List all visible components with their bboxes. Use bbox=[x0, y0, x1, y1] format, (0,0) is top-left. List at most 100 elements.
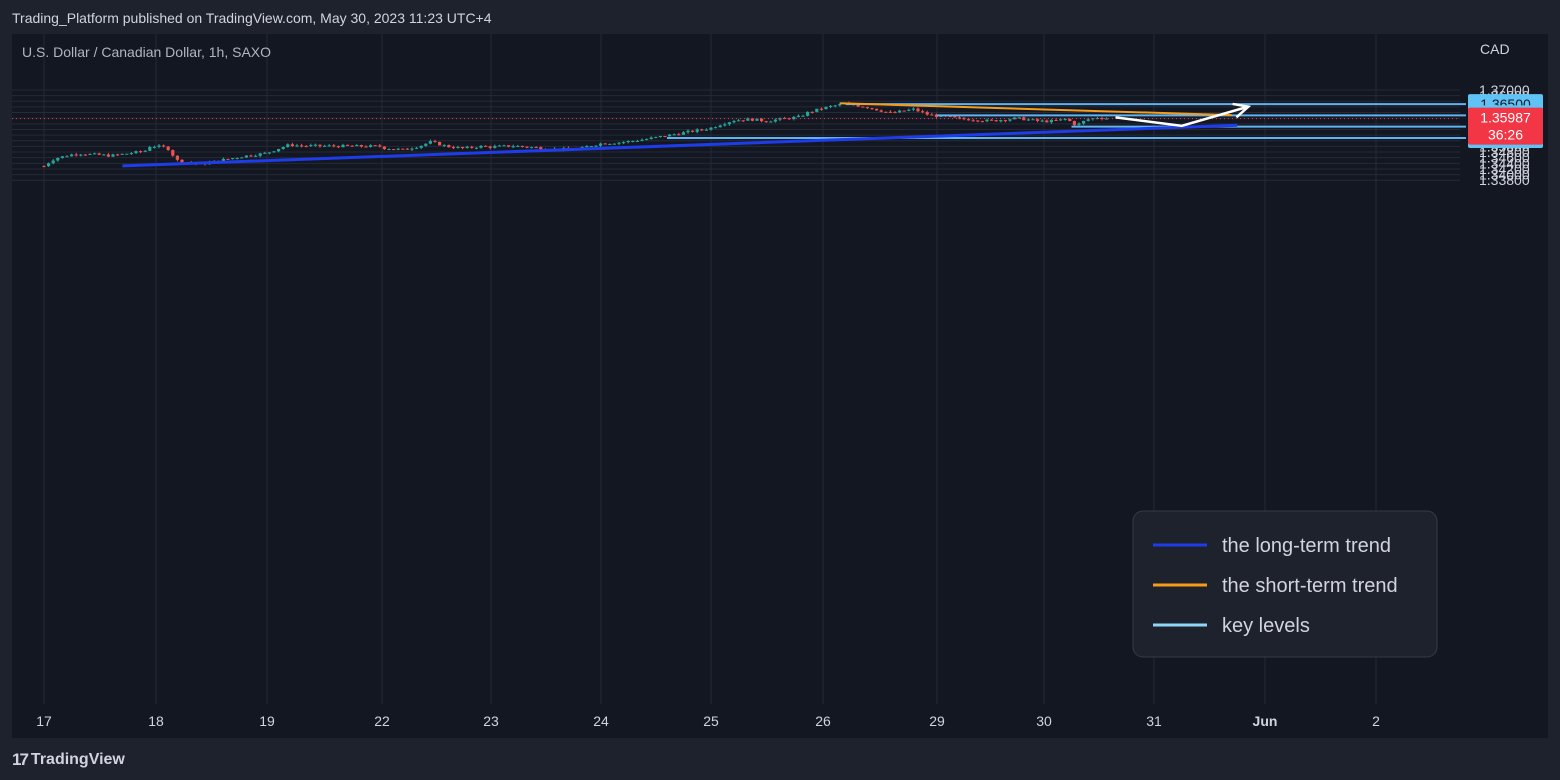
candle-body bbox=[585, 146, 589, 148]
candle-body bbox=[235, 157, 239, 159]
candle-body bbox=[833, 105, 837, 107]
candle-body bbox=[171, 150, 175, 156]
candle-body bbox=[497, 145, 501, 147]
candle-body bbox=[267, 152, 271, 154]
candle-body bbox=[773, 119, 777, 122]
candle-body bbox=[1100, 118, 1104, 120]
candle-body bbox=[732, 121, 736, 123]
candle-body bbox=[304, 145, 308, 147]
legend-label: the short-term trend bbox=[1222, 575, 1398, 597]
candle-body bbox=[879, 110, 883, 112]
candle-body bbox=[792, 116, 796, 120]
candle-body bbox=[525, 146, 529, 148]
tradingview-icon: 17 bbox=[12, 750, 29, 769]
candle-body bbox=[622, 142, 626, 144]
candle-body bbox=[530, 147, 534, 149]
candle-body bbox=[157, 145, 161, 147]
candle-body bbox=[373, 145, 377, 147]
candle-body bbox=[272, 151, 276, 153]
candle-body bbox=[1040, 120, 1044, 122]
candle-body bbox=[1054, 120, 1058, 122]
candle-countdown: 36:26 bbox=[1488, 127, 1523, 143]
candle-body bbox=[884, 111, 888, 113]
candle-body bbox=[258, 153, 262, 156]
candle-body bbox=[134, 151, 138, 154]
candle-body bbox=[465, 146, 469, 149]
candle-body bbox=[741, 120, 745, 122]
candle-body bbox=[672, 134, 676, 136]
candle-body bbox=[1072, 121, 1076, 125]
candle-body bbox=[507, 145, 511, 147]
candle-body bbox=[838, 104, 842, 106]
candle-body bbox=[930, 114, 934, 116]
candle-body bbox=[723, 124, 727, 126]
candle-body bbox=[663, 135, 667, 137]
y-tick-label: 1.34800 bbox=[1479, 144, 1530, 160]
x-tick-label: 26 bbox=[815, 713, 831, 729]
projection-arrow bbox=[1115, 102, 1252, 128]
candle-body bbox=[392, 149, 396, 151]
projection-path bbox=[1115, 105, 1249, 128]
candle-body bbox=[254, 155, 258, 157]
long-term-trendline bbox=[122, 123, 1238, 168]
candle-body bbox=[727, 122, 731, 125]
footer: 17 TradingView bbox=[0, 738, 1560, 780]
candle-body bbox=[631, 140, 635, 142]
candle-body bbox=[856, 104, 860, 107]
candle-body bbox=[511, 146, 515, 148]
candle-body bbox=[249, 155, 253, 157]
candle-body bbox=[1008, 119, 1012, 121]
candle-body bbox=[980, 121, 984, 123]
candle-body bbox=[93, 153, 97, 155]
candle-body bbox=[870, 108, 874, 110]
candle-body bbox=[875, 108, 879, 111]
candle-body bbox=[668, 134, 672, 137]
candle-body bbox=[801, 115, 805, 117]
y-tick-label: 1.34000 bbox=[1479, 167, 1530, 183]
tradingview-logo[interactable]: 17 TradingView bbox=[12, 750, 125, 770]
candle-body bbox=[120, 153, 124, 155]
candle-body bbox=[819, 108, 823, 110]
candle-body bbox=[263, 152, 267, 154]
candle-body bbox=[1049, 120, 1053, 123]
x-tick-label: 18 bbox=[148, 713, 164, 729]
tradingview-brand: TradingView bbox=[30, 751, 125, 768]
candle-body bbox=[957, 117, 961, 119]
candle-body bbox=[990, 119, 994, 121]
candle-body bbox=[865, 107, 869, 109]
x-tick-label: 31 bbox=[1146, 713, 1162, 729]
x-tick-label: 23 bbox=[483, 713, 499, 729]
candle-body bbox=[898, 110, 902, 113]
candle-body bbox=[51, 160, 55, 164]
candle-body bbox=[461, 146, 465, 149]
candle-body bbox=[1017, 117, 1021, 119]
candle-body bbox=[474, 147, 478, 149]
candle-body bbox=[714, 127, 718, 129]
candle-body bbox=[148, 147, 152, 151]
candle-body bbox=[677, 134, 681, 136]
legend-label: the long-term trend bbox=[1222, 535, 1391, 557]
candle-body bbox=[364, 146, 368, 148]
candle-body bbox=[681, 132, 685, 135]
candle-body bbox=[313, 144, 317, 146]
x-tick-label: 29 bbox=[929, 713, 945, 729]
x-tick-label: 17 bbox=[36, 713, 52, 729]
candle-body bbox=[102, 154, 106, 156]
candle-body bbox=[221, 158, 225, 162]
candle-body bbox=[369, 145, 373, 147]
candle-body bbox=[456, 146, 460, 149]
candle-body bbox=[649, 137, 653, 140]
candle-body bbox=[42, 166, 46, 168]
candle-body bbox=[88, 153, 92, 155]
candle-body bbox=[479, 145, 483, 148]
x-tick-label: 19 bbox=[259, 713, 275, 729]
candle-body bbox=[539, 147, 543, 150]
chart[interactable]: 1.370001.368001.366001.364001.362001.360… bbox=[0, 0, 1560, 740]
candle-body bbox=[921, 111, 925, 113]
candle-body bbox=[516, 145, 520, 147]
candle-body bbox=[162, 145, 166, 147]
x-tick-label: 24 bbox=[593, 713, 609, 729]
key-levels bbox=[667, 103, 1466, 139]
candle-body bbox=[387, 149, 391, 151]
candle-body bbox=[1095, 118, 1099, 120]
